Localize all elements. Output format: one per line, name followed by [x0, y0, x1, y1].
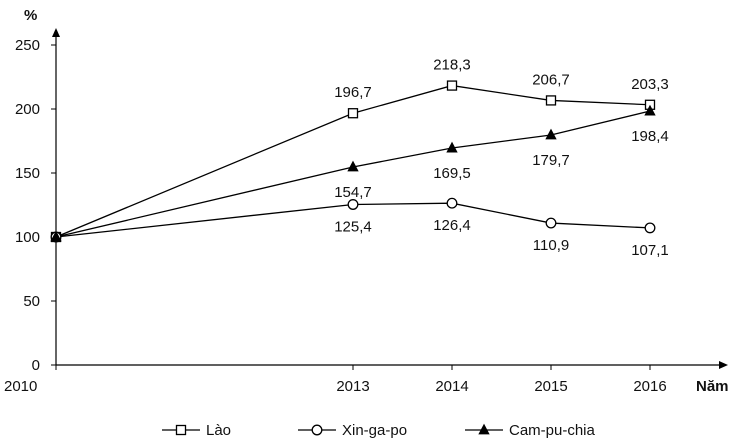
data-label: 125,4	[334, 218, 372, 235]
y-axis-unit-label: %	[24, 7, 37, 24]
data-label: 110,9	[533, 237, 569, 254]
data-label: 126,4	[433, 217, 471, 234]
data-label: 198,4	[631, 128, 669, 145]
circle-marker	[347, 199, 359, 210]
y-tick-label: 0	[32, 357, 40, 374]
x-tick-label: 2016	[633, 378, 666, 395]
x-axis-title: Năm	[696, 378, 729, 395]
data-label: 203,3	[631, 76, 669, 93]
x-tick-label: 2013	[336, 378, 369, 395]
triangle-marker	[50, 230, 62, 242]
circle-marker	[545, 217, 557, 229]
data-label: 169,5	[433, 165, 471, 182]
triangle-marker	[446, 141, 458, 153]
y-axis-ticks: 0 50 100 150 200 250	[15, 37, 56, 374]
legend-label: Cam-pu-chia	[509, 422, 596, 439]
square-marker	[175, 424, 187, 436]
x-axis-arrow	[719, 361, 728, 369]
x-axis-ticks: 2010 2013 2014 2015 2016	[4, 365, 667, 395]
square-marker	[347, 108, 359, 119]
y-axis-arrow	[52, 28, 60, 37]
y-tick-label: 200	[15, 101, 40, 118]
circle-marker	[446, 197, 458, 209]
y-tick-label: 150	[15, 165, 40, 182]
data-label: 218,3	[433, 57, 471, 74]
triangle-marker	[545, 128, 557, 140]
legend-label: Xin-ga-po	[342, 422, 407, 439]
square-marker	[545, 95, 557, 106]
y-tick-label: 100	[15, 229, 40, 246]
y-tick-label: 250	[15, 37, 40, 54]
data-label: 154,7	[334, 184, 372, 201]
data-label: 196,7	[334, 84, 372, 101]
x-tick-label: 2014	[435, 378, 468, 395]
y-tick-label: 50	[23, 293, 40, 310]
data-label: 107,1	[631, 242, 669, 259]
triangle-marker	[644, 104, 656, 116]
chart-axes: % Năm	[24, 7, 729, 395]
series-markers	[50, 80, 656, 243]
data-label: 206,7	[532, 71, 570, 88]
data-label: 179,7	[532, 152, 570, 169]
triangle-marker	[478, 423, 490, 435]
legend: Lào Xin-ga-po Cam-pu-chia	[162, 422, 596, 439]
circle-marker	[311, 424, 323, 436]
x-tick-label: 2015	[534, 378, 567, 395]
data-labels: 196,7 218,3 206,7 203,3 125,4 126,4 110,9 107,1…	[334, 57, 669, 259]
triangle-marker	[347, 160, 359, 172]
legend-label: Lào	[206, 422, 231, 439]
x-tick-label: 2010	[4, 378, 37, 395]
square-marker	[446, 80, 458, 91]
circle-marker	[644, 222, 656, 234]
